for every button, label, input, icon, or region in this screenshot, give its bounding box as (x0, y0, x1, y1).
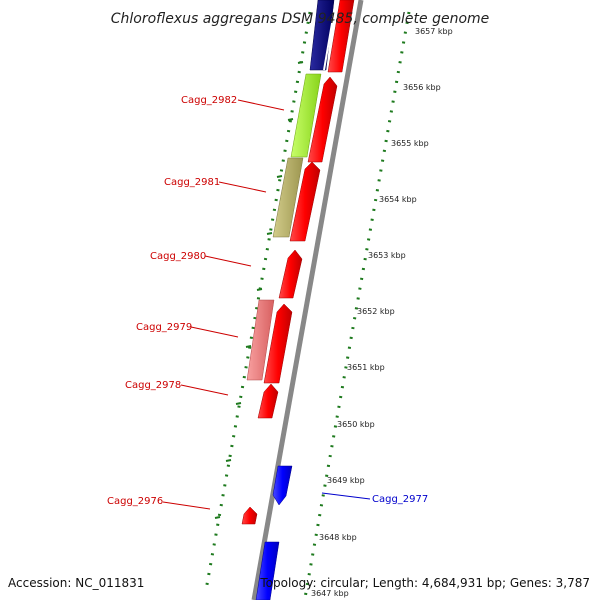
tick-label: 3655 kbp (391, 139, 429, 148)
feature-cagg-2979-pink[interactable] (246, 299, 275, 381)
tick-label: 3657 kbp (415, 27, 453, 36)
gene-label-cagg-2977[interactable]: Cagg_2977 (372, 494, 428, 505)
tick-label: 3653 kbp (368, 251, 406, 260)
accession-text: Accession: NC_011831 (8, 576, 144, 590)
feature-cagg-2980[interactable] (278, 249, 303, 299)
tick-label: 3651 kbp (347, 363, 385, 372)
gene-label-cagg-2979[interactable]: Cagg_2979 (136, 322, 192, 333)
gene-features (241, 0, 355, 600)
feature-cagg-2979[interactable] (263, 303, 293, 384)
tick-label: 3649 kbp (327, 476, 365, 485)
feature-cagg-2981-olive[interactable] (272, 157, 304, 238)
gene-label-cagg-2978[interactable]: Cagg_2978 (125, 380, 181, 391)
inner-major-ticks (214, 61, 304, 519)
tick-label: 3654 kbp (379, 195, 417, 204)
feature-cagg-2976[interactable] (241, 506, 258, 525)
gene-label-cagg-2980[interactable]: Cagg_2980 (150, 251, 206, 262)
label-leaders (162, 99, 371, 510)
feature-red-top[interactable] (327, 0, 355, 73)
feature-cagg-2982[interactable] (307, 76, 338, 163)
topology-text: Topology: circular; Length: 4,684,931 bp… (259, 576, 590, 590)
gene-label-cagg-2981[interactable]: Cagg_2981 (164, 177, 220, 188)
gene-label-cagg-2976[interactable]: Cagg_2976 (107, 496, 163, 507)
tick-label: 3656 kbp (403, 83, 441, 92)
tick-label: 3652 kbp (357, 307, 395, 316)
feature-cagg-2977[interactable] (272, 465, 293, 506)
tick-label: 3650 kbp (337, 420, 375, 429)
gene-labels: Cagg_2982 Cagg_2981 Cagg_2980 Cagg_2979 … (107, 95, 428, 507)
feature-blue-bottom[interactable] (255, 541, 280, 600)
genome-backbone (251, 0, 364, 600)
map-title: Chloroflexus aggregans DSM 9485, complet… (111, 11, 490, 27)
feature-cagg-2978[interactable] (257, 383, 279, 419)
gene-label-cagg-2982[interactable]: Cagg_2982 (181, 95, 237, 106)
feature-cagg-2981[interactable] (289, 161, 321, 242)
feature-cagg-2982-green[interactable] (290, 73, 322, 158)
tick-label: 3647 kbp (311, 589, 349, 598)
axis-tick-labels: 3657 kbp 3656 kbp 3655 kbp 3654 kbp 3653… (311, 27, 453, 598)
tick-label: 3648 kbp (319, 533, 357, 542)
